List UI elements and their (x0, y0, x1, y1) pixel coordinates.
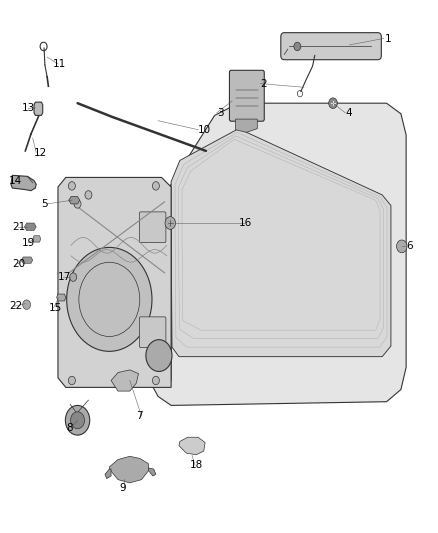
Circle shape (67, 247, 152, 351)
Polygon shape (34, 102, 43, 115)
Polygon shape (11, 175, 36, 191)
Circle shape (23, 300, 31, 310)
Circle shape (294, 42, 301, 51)
Text: 9: 9 (119, 483, 126, 493)
Text: 10: 10 (198, 125, 211, 135)
Polygon shape (33, 236, 41, 242)
Text: 21: 21 (12, 222, 25, 232)
Text: 4: 4 (345, 108, 352, 118)
Text: 13: 13 (22, 103, 35, 114)
Polygon shape (111, 370, 138, 391)
Polygon shape (21, 257, 33, 263)
Circle shape (70, 273, 77, 281)
Text: 18: 18 (189, 461, 203, 470)
Circle shape (146, 340, 172, 372)
Text: 19: 19 (22, 238, 35, 248)
FancyBboxPatch shape (281, 33, 381, 60)
Circle shape (68, 182, 75, 190)
Circle shape (152, 182, 159, 190)
Text: 5: 5 (42, 199, 48, 209)
Text: 1: 1 (385, 34, 391, 44)
Circle shape (152, 376, 159, 385)
Polygon shape (110, 456, 148, 483)
Text: 17: 17 (58, 272, 71, 282)
Text: 16: 16 (239, 218, 252, 228)
Polygon shape (179, 437, 205, 455)
Text: 14: 14 (9, 175, 22, 185)
Text: 7: 7 (136, 411, 143, 421)
Polygon shape (236, 119, 257, 132)
Circle shape (396, 240, 407, 253)
Polygon shape (171, 128, 391, 357)
FancyBboxPatch shape (230, 70, 264, 121)
Text: 20: 20 (12, 259, 25, 269)
FancyBboxPatch shape (139, 212, 166, 243)
Circle shape (165, 216, 176, 229)
Text: 8: 8 (66, 423, 72, 433)
Circle shape (74, 200, 81, 208)
Text: 22: 22 (9, 301, 22, 311)
FancyBboxPatch shape (139, 317, 166, 348)
Polygon shape (69, 197, 80, 204)
Polygon shape (25, 223, 36, 230)
Circle shape (68, 376, 75, 385)
Circle shape (65, 406, 90, 435)
Circle shape (85, 191, 92, 199)
Circle shape (71, 412, 85, 429)
Circle shape (328, 98, 337, 109)
Text: 11: 11 (53, 59, 66, 69)
Text: 2: 2 (260, 78, 267, 88)
Text: 12: 12 (34, 148, 47, 158)
Text: 3: 3 (217, 108, 223, 118)
Text: 15: 15 (48, 303, 62, 313)
Polygon shape (58, 177, 171, 387)
Polygon shape (105, 469, 111, 479)
Polygon shape (57, 294, 66, 301)
Polygon shape (148, 468, 156, 476)
Text: 6: 6 (406, 241, 413, 252)
Polygon shape (149, 103, 406, 406)
